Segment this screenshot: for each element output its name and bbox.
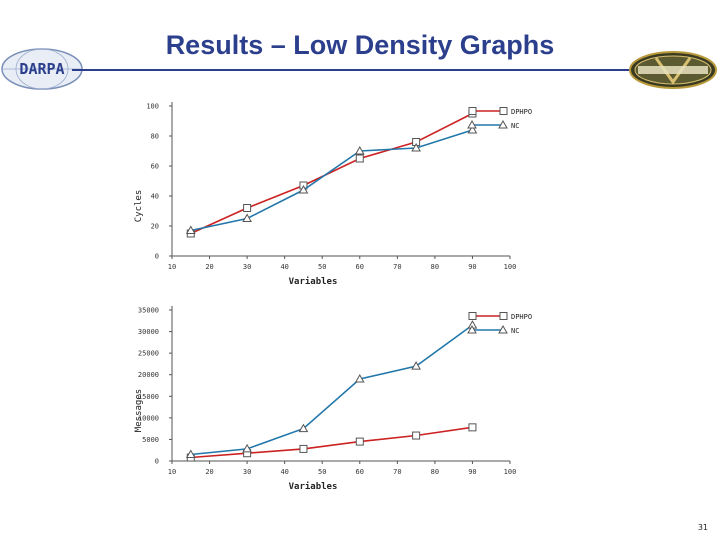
cycles-x-axis-label: Variables [289, 276, 338, 287]
cycles-legend-marker-dphpo [468, 107, 477, 115]
cycles-x-tick-label: 40 [280, 263, 288, 271]
cycles-legend-label-dphpo: DPHPO [511, 108, 532, 116]
messages-point-nc [242, 443, 252, 453]
cycles-point-nc [467, 124, 478, 134]
cycles-x-tick-label: 50 [318, 263, 326, 271]
cycles-legend-marker-nc [498, 119, 508, 129]
cycles-y-tick-label: 80 [151, 133, 159, 141]
messages-x-tick-label: 20 [205, 468, 213, 476]
darpa-logo: DARPA [0, 46, 88, 97]
messages-point-dphpo [468, 423, 477, 432]
slide-title: Results – Low Density Graphs [165, 30, 555, 60]
messages-point-nc [298, 423, 309, 433]
messages-y-tick-label: 20000 [138, 371, 159, 379]
cycles-legend-marker-dphpo [499, 107, 508, 115]
messages-x-tick-label: 50 [318, 468, 326, 476]
messages-legend-label-dphpo: DPHPO [511, 313, 532, 321]
cycles-x-tick-label: 10 [168, 263, 176, 271]
messages-point-dphpo [355, 437, 364, 446]
cycles-legend-marker-nc [467, 119, 477, 129]
messages-y-axis-label: Messages [134, 389, 144, 432]
messages-point-nc [411, 361, 421, 370]
messages-x-tick-label: 30 [243, 468, 251, 476]
messages-x-tick-label: 60 [356, 468, 364, 476]
messages-y-tick-label: 0 [155, 458, 159, 466]
cycles-point-dphpo [243, 204, 252, 212]
cycles-point-dphpo [355, 154, 364, 163]
messages-y-tick-label: 15000 [138, 393, 159, 401]
messages-legend-label-nc: NC [511, 327, 519, 335]
messages-x-tick-label: 10 [168, 468, 176, 476]
cycles-series-line-nc [190, 129, 473, 232]
cycles-y-tick-label: 60 [151, 163, 159, 171]
messages-x-axis-label: Variables [289, 481, 338, 492]
darpa-logo-text: DARPA [19, 60, 64, 78]
cycles-x-tick-label: 100 [504, 263, 517, 271]
page-number: 31 [697, 523, 708, 532]
messages-legend-marker-dphpo [468, 312, 477, 320]
cycles-legend-label-nc: NC [511, 122, 519, 130]
messages-point-dphpo [299, 444, 308, 453]
messages-y-tick-label: 35000 [138, 307, 159, 315]
cycles-point-nc [242, 213, 252, 222]
messages-legend-marker-nc [467, 324, 477, 334]
cycles-y-tick-label: 0 [155, 253, 159, 261]
cycles-point-nc [354, 145, 365, 155]
messages-point-nc [185, 449, 196, 459]
messages-y-tick-label: 30000 [138, 328, 159, 336]
cycles-x-tick-label: 60 [356, 263, 364, 271]
cycles-point-nc [185, 225, 196, 234]
messages-x-tick-label: 100 [504, 468, 517, 476]
messages-point-nc [354, 374, 365, 383]
cycles-x-tick-label: 80 [431, 263, 439, 271]
messages-y-tick-label: 25000 [138, 350, 159, 358]
messages-x-tick-label: 40 [280, 468, 288, 476]
cycles-x-tick-label: 20 [205, 263, 213, 271]
messages-legend-marker-dphpo [499, 312, 508, 320]
cycles-x-tick-label: 30 [243, 263, 251, 271]
cycles-y-tick-label: 100 [146, 103, 159, 111]
cycles-y-axis-label: Cycles [134, 190, 144, 223]
messages-legend-marker-nc [498, 324, 508, 334]
cycles-point-nc [298, 184, 309, 194]
cycles-x-tick-label: 90 [468, 263, 476, 271]
messages-series-line-dphpo [190, 426, 473, 459]
cycles-series-line-dphpo [190, 112, 473, 235]
messages-x-tick-label: 90 [468, 468, 476, 476]
messages-y-tick-label: 5000 [142, 436, 159, 444]
title-underline [72, 69, 632, 71]
messages-point-dphpo [412, 431, 421, 440]
messages-y-tick-label: 10000 [138, 414, 159, 422]
messages-x-tick-label: 70 [393, 468, 401, 476]
cycles-point-nc [411, 142, 421, 152]
messages-series-line-nc [190, 324, 473, 456]
messages-x-tick-label: 80 [431, 468, 439, 476]
cycles-y-tick-label: 40 [151, 193, 159, 201]
cycles-x-tick-label: 70 [393, 263, 401, 271]
program-seal-logo [628, 50, 718, 95]
cycles-y-tick-label: 20 [151, 223, 159, 231]
